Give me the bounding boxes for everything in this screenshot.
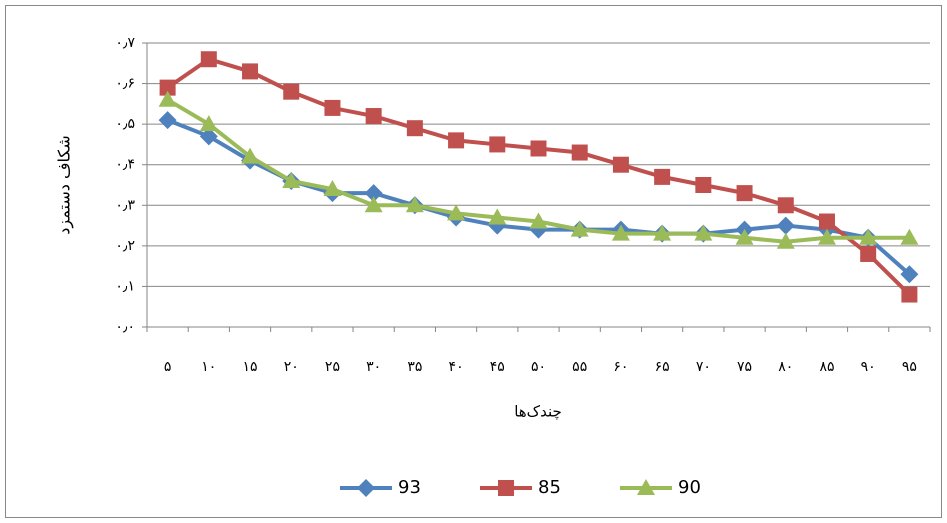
- x-tick-label: ۸۵: [819, 359, 834, 375]
- data-point: [242, 63, 259, 80]
- x-tick-label: ۵: [164, 359, 172, 375]
- x-tick-label: ۳۰: [366, 359, 381, 375]
- data-point: [406, 120, 423, 137]
- x-tick-label: ۱۰: [201, 359, 216, 375]
- data-point: [283, 83, 300, 100]
- y-tick-label: ۰٫۶: [115, 76, 135, 92]
- x-tick-label: ۷۵: [737, 359, 752, 375]
- x-tick-label: ۶۵: [655, 359, 670, 375]
- x-tick-label: ۵۵: [572, 359, 587, 375]
- data-point: [159, 79, 176, 96]
- data-point: [571, 144, 588, 161]
- data-point: [448, 132, 465, 149]
- data-point: [282, 171, 301, 188]
- data-point: [529, 212, 548, 229]
- x-tick-label: ۳۵: [407, 359, 422, 375]
- data-point: [776, 232, 795, 249]
- data-point: [199, 115, 218, 132]
- legend-marker: [357, 479, 375, 497]
- y-axis-title: شکاف دستمزد: [55, 135, 75, 234]
- data-point: [200, 51, 217, 68]
- data-point: [859, 228, 878, 245]
- data-point: [817, 228, 836, 245]
- data-point: [199, 127, 218, 146]
- data-point: [736, 185, 753, 202]
- data-point: [241, 147, 260, 164]
- data-point: [364, 184, 383, 203]
- data-point: [612, 156, 629, 173]
- data-point: [570, 220, 589, 237]
- data-point: [900, 228, 919, 245]
- x-tick-label: ۲۵: [325, 359, 340, 375]
- data-point: [447, 204, 466, 221]
- legend-label: 85: [538, 477, 561, 498]
- x-tick-label: ۵۰: [531, 359, 546, 375]
- legend-label: 90: [678, 477, 701, 498]
- data-point: [365, 108, 382, 125]
- data-point: [653, 224, 672, 241]
- data-point: [695, 177, 712, 193]
- legend-marker: [637, 479, 655, 495]
- data-point: [488, 208, 507, 225]
- data-point: [901, 286, 918, 303]
- data-point: [860, 245, 877, 262]
- y-tick-label: ۰٫۳: [115, 197, 135, 213]
- x-tick-label: ۴۰: [449, 359, 464, 375]
- legend-label: 93: [398, 477, 421, 498]
- data-point: [818, 213, 835, 230]
- x-tick-label: ۸۰: [778, 359, 793, 375]
- data-point: [158, 90, 177, 107]
- data-point: [735, 228, 754, 245]
- data-point: [776, 216, 795, 235]
- data-point: [489, 136, 506, 153]
- data-point: [405, 196, 424, 213]
- chart-frame: [5, 5, 942, 518]
- data-point: [530, 140, 547, 157]
- y-tick-label: ۰٫۰: [115, 319, 135, 335]
- data-point: [611, 224, 630, 241]
- data-point: [654, 168, 671, 185]
- y-tick-label: ۰٫۷: [115, 35, 135, 51]
- x-tick-label: ۶۰: [613, 359, 628, 375]
- data-point: [694, 224, 713, 241]
- data-point: [324, 99, 341, 116]
- data-point: [777, 197, 794, 214]
- data-point: [323, 180, 342, 197]
- x-axis-title: چندک‌ها: [514, 403, 562, 421]
- y-tick-label: ۰٫۲: [115, 238, 135, 254]
- data-point: [158, 111, 177, 130]
- y-tick-label: ۰٫۵: [115, 116, 135, 132]
- x-tick-label: ۹۵: [902, 359, 917, 375]
- data-point: [900, 265, 919, 284]
- x-tick-label: ۷۰: [696, 359, 711, 375]
- legend-marker: [498, 480, 514, 496]
- y-tick-label: ۰٫۴: [115, 157, 135, 173]
- x-tick-label: ۲۰: [284, 359, 299, 375]
- x-tick-label: ۴۵: [490, 359, 505, 375]
- x-tick-label: ۱۵: [243, 359, 258, 375]
- data-point: [364, 196, 383, 213]
- x-tick-label: ۹۰: [861, 359, 876, 375]
- y-tick-label: ۰٫۱: [115, 278, 135, 294]
